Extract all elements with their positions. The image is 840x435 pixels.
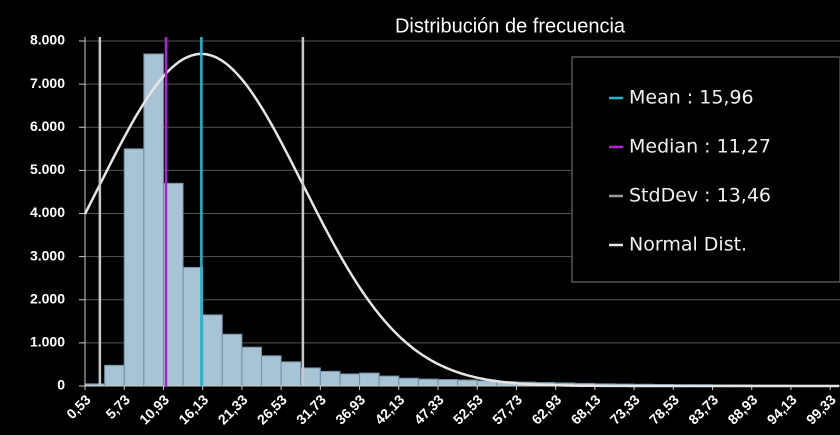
bar [457,379,478,387]
bar [437,379,459,387]
bar [143,53,164,387]
y-tick-label: 5.000 [30,161,65,177]
bar [104,364,125,387]
y-tick-label: 6.000 [30,118,65,134]
legend-label: Normal Dist. [629,234,747,256]
bar [398,377,419,387]
bar [339,373,361,387]
bar [359,372,380,387]
bar [280,361,302,387]
bar [378,375,400,387]
legend: Mean : 15,96 Median : 11,27 StdDev : 13,46… [609,87,771,256]
bar [241,346,262,387]
y-tick-label: 0 [57,377,65,393]
normal-curve [83,52,839,388]
y-tick-label: 4.000 [30,204,65,220]
y-tick-label: 2.000 [30,290,65,306]
bar [417,378,439,387]
bar [182,266,204,387]
bar [123,148,145,387]
bar [221,333,243,387]
chart-title: Distribución de frecuencia [395,15,626,37]
legend-label: StdDev : 13,46 [629,185,771,207]
legend-label: Mean : 15,96 [629,87,754,109]
y-tick-label: 1.000 [30,334,65,350]
bar [319,370,341,387]
y-tick-label: 3.000 [30,247,65,263]
y-tick-label: 7.000 [30,75,65,91]
y-tick-label: 8.000 [30,32,65,48]
bar [202,314,223,387]
bar [260,355,282,387]
legend-label: Median : 11,27 [629,136,771,158]
